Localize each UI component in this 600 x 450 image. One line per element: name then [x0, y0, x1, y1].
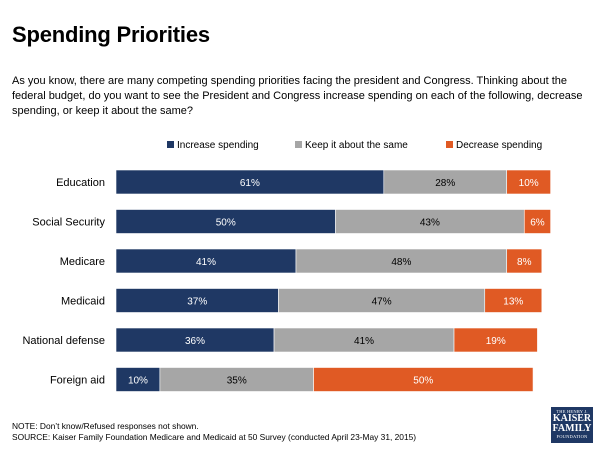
category-label: Medicare	[60, 256, 105, 268]
data-label-2: 6%	[530, 218, 545, 229]
bar-segment-2	[506, 169, 551, 195]
legend-swatch-2	[446, 141, 453, 148]
bar-segment-1	[383, 169, 508, 195]
bar-segment-1	[273, 327, 455, 353]
data-label-0: 10%	[128, 376, 148, 387]
legend-label-2: Decrease spending	[456, 140, 542, 151]
bar-segment-2	[506, 248, 543, 274]
page-title: Spending Priorities	[12, 22, 210, 47]
kff-logo: THE HENRY J. KAISER FAMILY FOUNDATION	[551, 407, 593, 443]
bar-segment-1	[295, 248, 508, 274]
category-label: Social Security	[32, 217, 105, 229]
bar-segment-0	[115, 367, 161, 392]
legend-label-1: Keep it about the same	[305, 140, 408, 151]
category-label: Education	[56, 177, 105, 189]
legend-swatch-1	[295, 141, 302, 148]
data-label-2: 19%	[486, 336, 506, 347]
bar-segment-1	[159, 367, 314, 392]
category-label: Medicaid	[61, 296, 105, 308]
data-label-1: 28%	[435, 178, 455, 189]
bar-segment-1	[278, 288, 486, 313]
data-label-1: 43%	[420, 218, 440, 229]
data-label-1: 48%	[391, 257, 411, 268]
bar-segment-2	[523, 209, 551, 234]
data-label-2: 50%	[413, 376, 433, 387]
data-label-2: 10%	[519, 178, 539, 189]
legend-label-0: Increase spending	[177, 140, 259, 151]
bar-segment-0	[115, 248, 297, 274]
logo-line-2b: FAMILY	[552, 423, 592, 434]
data-label-0: 41%	[196, 257, 216, 268]
note-text: NOTE: Don’t know/Refused responses not s…	[12, 421, 199, 431]
data-label-0: 37%	[187, 297, 207, 308]
bar-segment-0	[115, 327, 275, 353]
data-label-0: 50%	[216, 218, 236, 229]
logo-line-3: FOUNDATION	[556, 434, 588, 439]
data-label-2: 13%	[503, 297, 523, 308]
logo-line-1: THE HENRY J.	[556, 409, 588, 414]
survey-question: As you know, there are many competing sp…	[12, 75, 583, 117]
data-label-1: 35%	[227, 376, 247, 387]
legend-swatch-0	[167, 141, 174, 148]
bar-segment-2	[453, 327, 538, 353]
category-label: National defense	[22, 335, 105, 347]
data-label-1: 47%	[372, 297, 392, 308]
data-label-0: 61%	[240, 178, 260, 189]
data-label-2: 8%	[517, 257, 532, 268]
data-label-0: 36%	[185, 336, 205, 347]
category-label: Foreign aid	[50, 375, 105, 387]
bar-segment-2	[484, 288, 543, 313]
logo-line-2a: KAISER	[552, 413, 592, 424]
source-text: SOURCE: Kaiser Family Foundation Medicar…	[12, 432, 417, 442]
data-label-1: 41%	[354, 336, 374, 347]
bar-segment-0	[115, 169, 385, 195]
bar-segment-2	[313, 367, 534, 392]
